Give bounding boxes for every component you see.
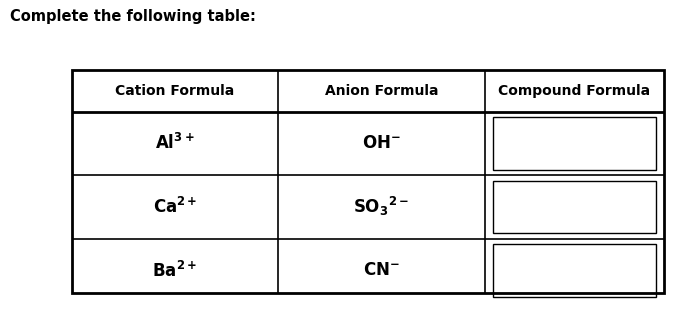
Text: Complete the following table:: Complete the following table:	[10, 9, 256, 24]
Text: Compound Formula: Compound Formula	[498, 84, 650, 98]
Text: Anion Formula: Anion Formula	[325, 84, 438, 98]
Text: $\mathbf{Ba}^{\mathbf{2+}}$: $\mathbf{Ba}^{\mathbf{2+}}$	[153, 260, 197, 281]
Bar	[493, 181, 656, 233]
Text: $\mathbf{SO_3}^{\mathbf{2-}}$: $\mathbf{SO_3}^{\mathbf{2-}}$	[353, 195, 409, 219]
Text: Cation Formula: Cation Formula	[115, 84, 234, 98]
Text: $\mathbf{Ca}^{\mathbf{2+}}$: $\mathbf{Ca}^{\mathbf{2+}}$	[153, 197, 197, 217]
Bar	[72, 70, 664, 293]
Text: $\mathbf{Al}^{\mathbf{3+}}$: $\mathbf{Al}^{\mathbf{3+}}$	[155, 133, 195, 153]
Text: $\mathbf{OH}^{\mathbf{-}}$: $\mathbf{OH}^{\mathbf{-}}$	[362, 134, 400, 153]
Bar	[493, 117, 656, 170]
Bar	[493, 244, 656, 297]
Text: $\mathbf{CN}^{\mathbf{-}}$: $\mathbf{CN}^{\mathbf{-}}$	[363, 261, 400, 280]
